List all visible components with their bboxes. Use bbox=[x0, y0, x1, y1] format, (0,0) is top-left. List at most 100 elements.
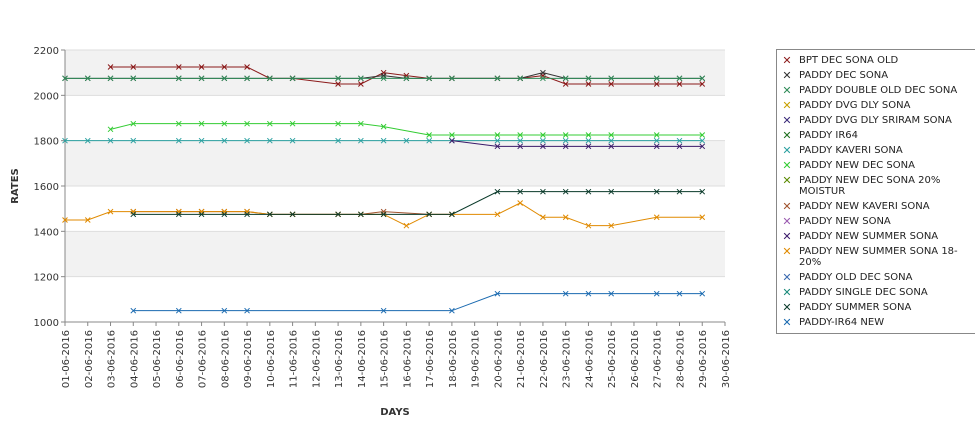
legend-marker: ✕ bbox=[782, 316, 792, 329]
plot-background-bands bbox=[65, 50, 725, 322]
data-point bbox=[175, 307, 182, 314]
data-point bbox=[289, 120, 296, 127]
data-point bbox=[562, 143, 569, 150]
legend-item: ✕ PADDY NEW SUMMER SONA 18-20% bbox=[777, 244, 975, 270]
data-point bbox=[244, 137, 250, 144]
legend-label: PADDY SINGLE DEC SONA bbox=[799, 287, 928, 298]
data-point bbox=[289, 211, 296, 218]
data-point bbox=[335, 75, 341, 82]
data-point bbox=[540, 188, 546, 195]
data-point bbox=[266, 211, 273, 218]
data-point bbox=[562, 214, 569, 221]
legend-marker: ✕ bbox=[782, 286, 792, 299]
legend-item: ✕ PADDY DVG DLY SRIRAM SONA bbox=[777, 113, 975, 128]
data-point bbox=[585, 222, 592, 229]
data-point bbox=[540, 137, 546, 144]
data-point bbox=[653, 75, 660, 82]
legend-item: ✕ PADDY DOUBLE OLD DEC SONA bbox=[777, 83, 975, 98]
data-point bbox=[130, 64, 137, 70]
series-line bbox=[451, 140, 703, 147]
legend-marker: ✕ bbox=[782, 215, 792, 228]
y-tick-label: 2000 bbox=[34, 91, 59, 102]
x-tick-label: 15-06-2016 bbox=[380, 330, 391, 388]
y-tick-label: 1600 bbox=[34, 182, 59, 193]
legend-item: ✕ PADDY IR64 bbox=[777, 128, 975, 143]
data-point bbox=[380, 75, 387, 82]
data-point bbox=[107, 75, 114, 82]
data-point bbox=[676, 81, 683, 87]
data-point bbox=[175, 211, 182, 218]
data-point bbox=[676, 75, 683, 82]
y-tick-label: 1400 bbox=[34, 227, 59, 238]
data-point bbox=[699, 188, 706, 195]
data-point bbox=[221, 307, 228, 314]
data-point bbox=[107, 126, 114, 133]
legend-label: PADDY NEW DEC SONA bbox=[799, 160, 915, 171]
data-point bbox=[403, 75, 410, 82]
data-point bbox=[358, 81, 364, 87]
data-point bbox=[221, 75, 228, 82]
data-point bbox=[608, 222, 615, 229]
x-tick-label: 17-06-2016 bbox=[425, 330, 436, 388]
x-tick-label: 21-06-2016 bbox=[516, 330, 527, 388]
data-point bbox=[335, 120, 341, 127]
legend-marker: ✕ bbox=[782, 271, 792, 284]
data-point bbox=[562, 132, 569, 138]
data-point bbox=[221, 64, 228, 70]
x-tick-label: 28-06-2016 bbox=[675, 330, 686, 388]
legend-item: ✕ PADDY DVG DLY SONA bbox=[777, 98, 975, 113]
data-point bbox=[130, 137, 137, 144]
x-tick-label: 11-06-2016 bbox=[289, 330, 300, 388]
data-point bbox=[699, 290, 706, 297]
data-point bbox=[608, 137, 615, 144]
data-point bbox=[562, 290, 569, 297]
x-tick-label: 25-06-2016 bbox=[607, 330, 618, 388]
legend-item: ✕ PADDY SUMMER SONA bbox=[777, 300, 975, 315]
series-paddy-kaveri-sona bbox=[62, 137, 706, 144]
plot-band bbox=[65, 276, 725, 322]
legend-marker: ✕ bbox=[782, 159, 792, 172]
data-point bbox=[517, 75, 524, 82]
data-point bbox=[130, 120, 137, 127]
data-point bbox=[130, 307, 137, 314]
plot-band bbox=[65, 95, 725, 141]
legend-item: ✕ PADDY NEW SONA bbox=[777, 214, 975, 229]
series-lines bbox=[62, 64, 706, 314]
legend-label: BPT DEC SONA OLD bbox=[799, 55, 899, 66]
series-paddy-summer-sona bbox=[130, 188, 706, 218]
x-tick-label: 14-06-2016 bbox=[357, 330, 368, 388]
data-point bbox=[699, 75, 706, 82]
legend-marker: ✕ bbox=[782, 200, 792, 213]
data-point bbox=[676, 143, 683, 150]
data-point bbox=[540, 69, 546, 76]
data-point bbox=[653, 137, 660, 144]
data-point bbox=[358, 211, 364, 218]
legend: ✕ BPT DEC SONA OLD ✕ PADDY DEC SONA ✕ PADDY D… bbox=[776, 49, 975, 334]
legend-label: PADDY OLD DEC SONA bbox=[799, 272, 913, 283]
legend-label: PADDY NEW DEC SONA 20% MOISTUR bbox=[799, 175, 941, 197]
x-tick-label: 22-06-2016 bbox=[539, 330, 550, 388]
x-tick-label: 23-06-2016 bbox=[562, 330, 573, 388]
data-point bbox=[676, 137, 683, 144]
legend-label: PADDY NEW SUMMER SONA bbox=[799, 231, 939, 242]
data-point bbox=[130, 211, 137, 218]
data-point bbox=[699, 132, 706, 138]
x-tick-label: 26-06-2016 bbox=[630, 330, 641, 388]
legend-item: ✕ PADDY-IR64 NEW bbox=[777, 315, 975, 330]
x-tick-label: 29-06-2016 bbox=[698, 330, 709, 388]
data-point bbox=[562, 81, 569, 87]
data-point bbox=[517, 200, 524, 206]
data-point bbox=[244, 64, 250, 70]
x-axis-title: DAYS bbox=[380, 407, 410, 418]
data-point bbox=[175, 120, 182, 127]
legend-marker: ✕ bbox=[782, 129, 792, 142]
y-tick-label: 1000 bbox=[34, 318, 59, 329]
legend-item: ✕ PADDY NEW KAVERI SONA bbox=[777, 199, 975, 214]
data-point bbox=[494, 188, 501, 195]
data-point bbox=[653, 214, 660, 221]
data-point bbox=[335, 137, 341, 144]
data-point bbox=[107, 137, 114, 144]
data-point bbox=[266, 120, 273, 127]
data-point bbox=[175, 137, 182, 144]
data-point bbox=[494, 290, 501, 297]
